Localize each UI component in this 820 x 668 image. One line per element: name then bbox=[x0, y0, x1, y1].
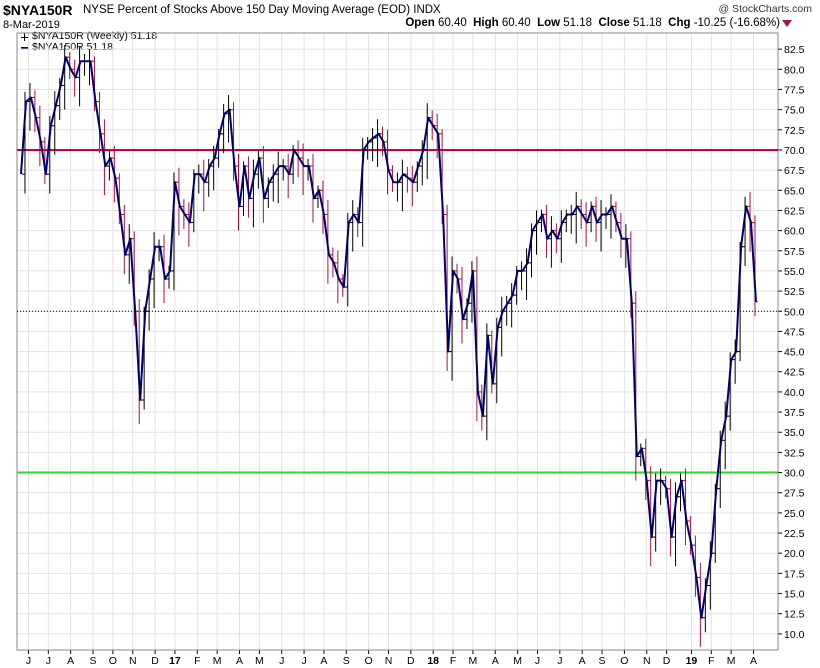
y-tick-label: 72.5 bbox=[784, 125, 805, 137]
y-tick-label: 27.5 bbox=[784, 488, 805, 500]
x-tick-label: J bbox=[535, 655, 540, 667]
legend-item-bars-label: $NYA150R (Weekly) 51.18 bbox=[32, 30, 158, 42]
x-tick-label: O bbox=[109, 655, 117, 667]
y-tick-label: 67.5 bbox=[784, 165, 805, 177]
x-tick-label: O bbox=[620, 655, 628, 667]
x-tick-label: A bbox=[67, 655, 74, 667]
x-tick-label: A bbox=[750, 655, 757, 667]
y-tick-label: 22.5 bbox=[784, 528, 805, 540]
y-tick-label: 32.5 bbox=[784, 447, 805, 459]
y-tick-label: 80.0 bbox=[784, 64, 805, 76]
x-tick-label: A bbox=[236, 655, 243, 667]
x-tick-label: F bbox=[194, 655, 200, 667]
y-tick-label: 25.0 bbox=[784, 508, 805, 520]
chart-legend: $NYA150R (Weekly) 51.18 $NYA150R 51.18 bbox=[21, 31, 157, 53]
x-tick-label: M bbox=[213, 655, 222, 667]
series-line bbox=[20, 56, 757, 619]
y-tick-label: 12.5 bbox=[784, 609, 805, 621]
chg-value: -10.25 (-16.68%) bbox=[693, 17, 780, 29]
x-tick-label: S bbox=[343, 655, 350, 667]
symbol-description: NYSE Percent of Stocks Above 150 Day Mov… bbox=[83, 4, 441, 16]
chg-label: Chg bbox=[668, 17, 691, 29]
x-tick-label: N bbox=[385, 655, 393, 667]
low-value: 51.18 bbox=[563, 17, 593, 29]
legend-item-line-label: $NYA150R 51.18 bbox=[32, 41, 113, 53]
x-tick-label: D bbox=[407, 655, 415, 667]
low-label: Low bbox=[537, 17, 561, 29]
close-value: 51.18 bbox=[632, 17, 662, 29]
stockcharts-credit: @ StockCharts.com bbox=[718, 3, 812, 15]
x-tick-label: M bbox=[727, 655, 736, 667]
y-tick-label: 50.0 bbox=[784, 306, 805, 318]
y-tick-label: 20.0 bbox=[784, 548, 805, 560]
x-tick-label: O bbox=[365, 655, 373, 667]
x-tick-label: J bbox=[301, 655, 306, 667]
y-tick-label: 30.0 bbox=[784, 468, 805, 480]
y-tick-label: 57.5 bbox=[784, 246, 805, 258]
down-arrow-icon bbox=[782, 20, 792, 27]
y-tick-label: 37.5 bbox=[784, 407, 805, 419]
x-tick-label: F bbox=[450, 655, 456, 667]
x-tick-label: M bbox=[255, 655, 264, 667]
x-tick-label: 19 bbox=[686, 655, 698, 667]
y-tick-label: 65.0 bbox=[784, 185, 805, 197]
y-tick-label: 47.5 bbox=[784, 326, 805, 338]
y-tick-label: 75.0 bbox=[784, 105, 805, 117]
x-tick-label: S bbox=[599, 655, 606, 667]
y-tick-label: 52.5 bbox=[784, 286, 805, 298]
y-tick-label: 45.0 bbox=[784, 347, 805, 359]
x-tick-label: N bbox=[643, 655, 651, 667]
ohlc-readout: Open 60.40 High 60.40 Low 51.18 Close 51… bbox=[405, 17, 780, 29]
y-tick-label: 15.0 bbox=[784, 589, 805, 601]
x-tick-label: J bbox=[26, 655, 31, 667]
line-icon bbox=[21, 46, 29, 49]
x-tick-label: 17 bbox=[169, 655, 181, 667]
legend-item-line: $NYA150R 51.18 bbox=[21, 42, 157, 53]
x-tick-label: M bbox=[513, 655, 522, 667]
x-tick-label: A bbox=[579, 655, 586, 667]
y-tick-label: 70.0 bbox=[784, 145, 805, 157]
y-tick-label: 77.5 bbox=[784, 84, 805, 96]
y-tick-label: 35.0 bbox=[784, 427, 805, 439]
x-tick-label: A bbox=[492, 655, 499, 667]
y-tick-label: 40.0 bbox=[784, 387, 805, 399]
plot-border bbox=[16, 32, 779, 651]
x-tick-label: J bbox=[557, 655, 562, 667]
symbol-title: $NYA150R bbox=[3, 2, 73, 18]
x-tick-label: D bbox=[663, 655, 671, 667]
x-tick-label: D bbox=[151, 655, 159, 667]
y-tick-label: 55.0 bbox=[784, 266, 805, 278]
open-value: 60.40 bbox=[437, 17, 467, 29]
x-tick-label: J bbox=[279, 655, 284, 667]
close-label: Close bbox=[598, 17, 630, 29]
x-tick-label: F bbox=[708, 655, 714, 667]
y-tick-label: 10.0 bbox=[784, 629, 805, 641]
open-label: Open bbox=[405, 17, 435, 29]
x-tick-label: J bbox=[46, 655, 51, 667]
y-tick-label: 60.0 bbox=[784, 226, 805, 238]
x-tick-label: S bbox=[90, 655, 97, 667]
y-tick-label: 82.5 bbox=[784, 44, 805, 56]
y-tick-label: 42.5 bbox=[784, 367, 805, 379]
x-tick-label: 18 bbox=[427, 655, 439, 667]
high-value: 60.40 bbox=[501, 17, 531, 29]
x-tick-label: N bbox=[129, 655, 137, 667]
chart-date: 8-Mar-2019 bbox=[3, 19, 60, 31]
x-tick-label: M bbox=[469, 655, 478, 667]
high-label: High bbox=[473, 17, 499, 29]
y-tick-label: 62.5 bbox=[784, 205, 805, 217]
legend-item-bars: $NYA150R (Weekly) 51.18 bbox=[21, 31, 157, 42]
ohlc-bar-icon bbox=[21, 32, 29, 41]
chart-header: $NYA150R NYSE Percent of Stocks Above 15… bbox=[0, 0, 820, 40]
y-tick-label: 17.5 bbox=[784, 568, 805, 580]
x-tick-label: A bbox=[320, 655, 327, 667]
